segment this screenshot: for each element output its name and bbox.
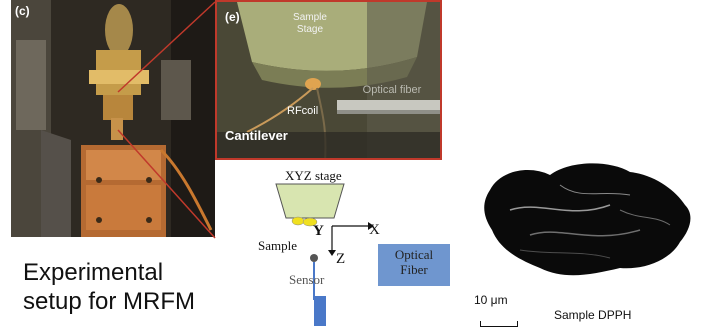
photo-c-label: (c) (15, 4, 30, 18)
caption-line-1: Experimental (23, 259, 164, 286)
closeup-photo-e: (e) Sample Stage Optical fiber RFcoil Ca… (215, 0, 442, 160)
caption-line-2: setup for MRFM (23, 288, 196, 315)
optical-fiber-label: Optical Fiber (394, 247, 434, 277)
sample-label: Sample (258, 238, 297, 253)
zoom-line-top (117, 1, 216, 93)
cantilever-label: Cantilever (225, 128, 288, 143)
scale-bar-label: 10 μm (474, 293, 508, 307)
dpph-sample-shape (484, 163, 691, 276)
dpph-label: Sample DPPH (554, 308, 632, 322)
axis-y-label: Y (313, 223, 324, 239)
setup-photo-c: (c) (11, 0, 215, 237)
xyz-stage-shape (275, 183, 345, 219)
zoom-line-bottom (117, 129, 216, 239)
dpph-sample-image (484, 163, 691, 276)
xyz-stage-label: XYZ stage (285, 168, 342, 183)
mrfm-schematic-diagram (275, 183, 450, 326)
sample-shape-left (291, 216, 305, 226)
sample-stage-label: Sample Stage (293, 12, 327, 35)
sample-shape-right (302, 217, 318, 227)
closeup-photo-illustration (217, 2, 440, 158)
sensor-label: Sensor (289, 272, 325, 287)
photo-e-label: (e) (225, 10, 240, 24)
sensor-tip (310, 254, 318, 262)
optical-fiber-box (378, 244, 450, 286)
sensor-body (314, 296, 326, 326)
scale-bar (480, 321, 518, 327)
axis-z-label: Z (336, 251, 346, 267)
rfcoil-label: RFcoil (287, 105, 319, 117)
setup-photo-illustration (11, 0, 215, 237)
axis-x-label: X (369, 222, 380, 238)
optical-fiber-photo-label: Optical fiber (362, 84, 422, 96)
